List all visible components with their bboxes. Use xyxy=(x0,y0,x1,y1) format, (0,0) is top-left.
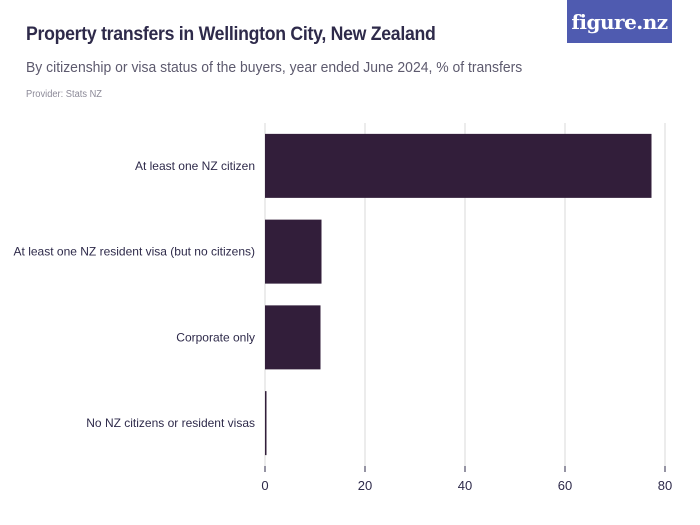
category-label: No NZ citizens or resident visas xyxy=(86,416,255,430)
category-labels: At least one NZ citizen At least one NZ r… xyxy=(14,159,255,430)
bar xyxy=(265,391,267,456)
category-label: At least one NZ resident visa (but no ci… xyxy=(14,245,255,259)
chart-subtitle: By citizenship or visa status of the buy… xyxy=(26,59,523,76)
category-label: Corporate only xyxy=(176,330,255,344)
bar xyxy=(265,305,321,370)
x-tick-label: 20 xyxy=(358,478,372,493)
x-tick-label: 80 xyxy=(658,478,672,493)
x-tick-label: 0 xyxy=(261,478,268,493)
category-label: At least one NZ citizen xyxy=(135,159,255,173)
x-axis-ticks: 0 20 40 60 80 xyxy=(261,466,672,493)
x-tick-label: 40 xyxy=(458,478,472,493)
bar xyxy=(265,133,652,198)
provider-note: Provider: Stats NZ xyxy=(26,89,102,100)
figure-nz-logo[interactable]: figure.nz xyxy=(567,0,672,43)
logo-text: figure.nz xyxy=(571,9,668,34)
chart-title: Property transfers in Wellington City, N… xyxy=(26,24,436,45)
bar xyxy=(265,219,322,284)
bars xyxy=(265,133,652,456)
x-tick-label: 60 xyxy=(558,478,572,493)
